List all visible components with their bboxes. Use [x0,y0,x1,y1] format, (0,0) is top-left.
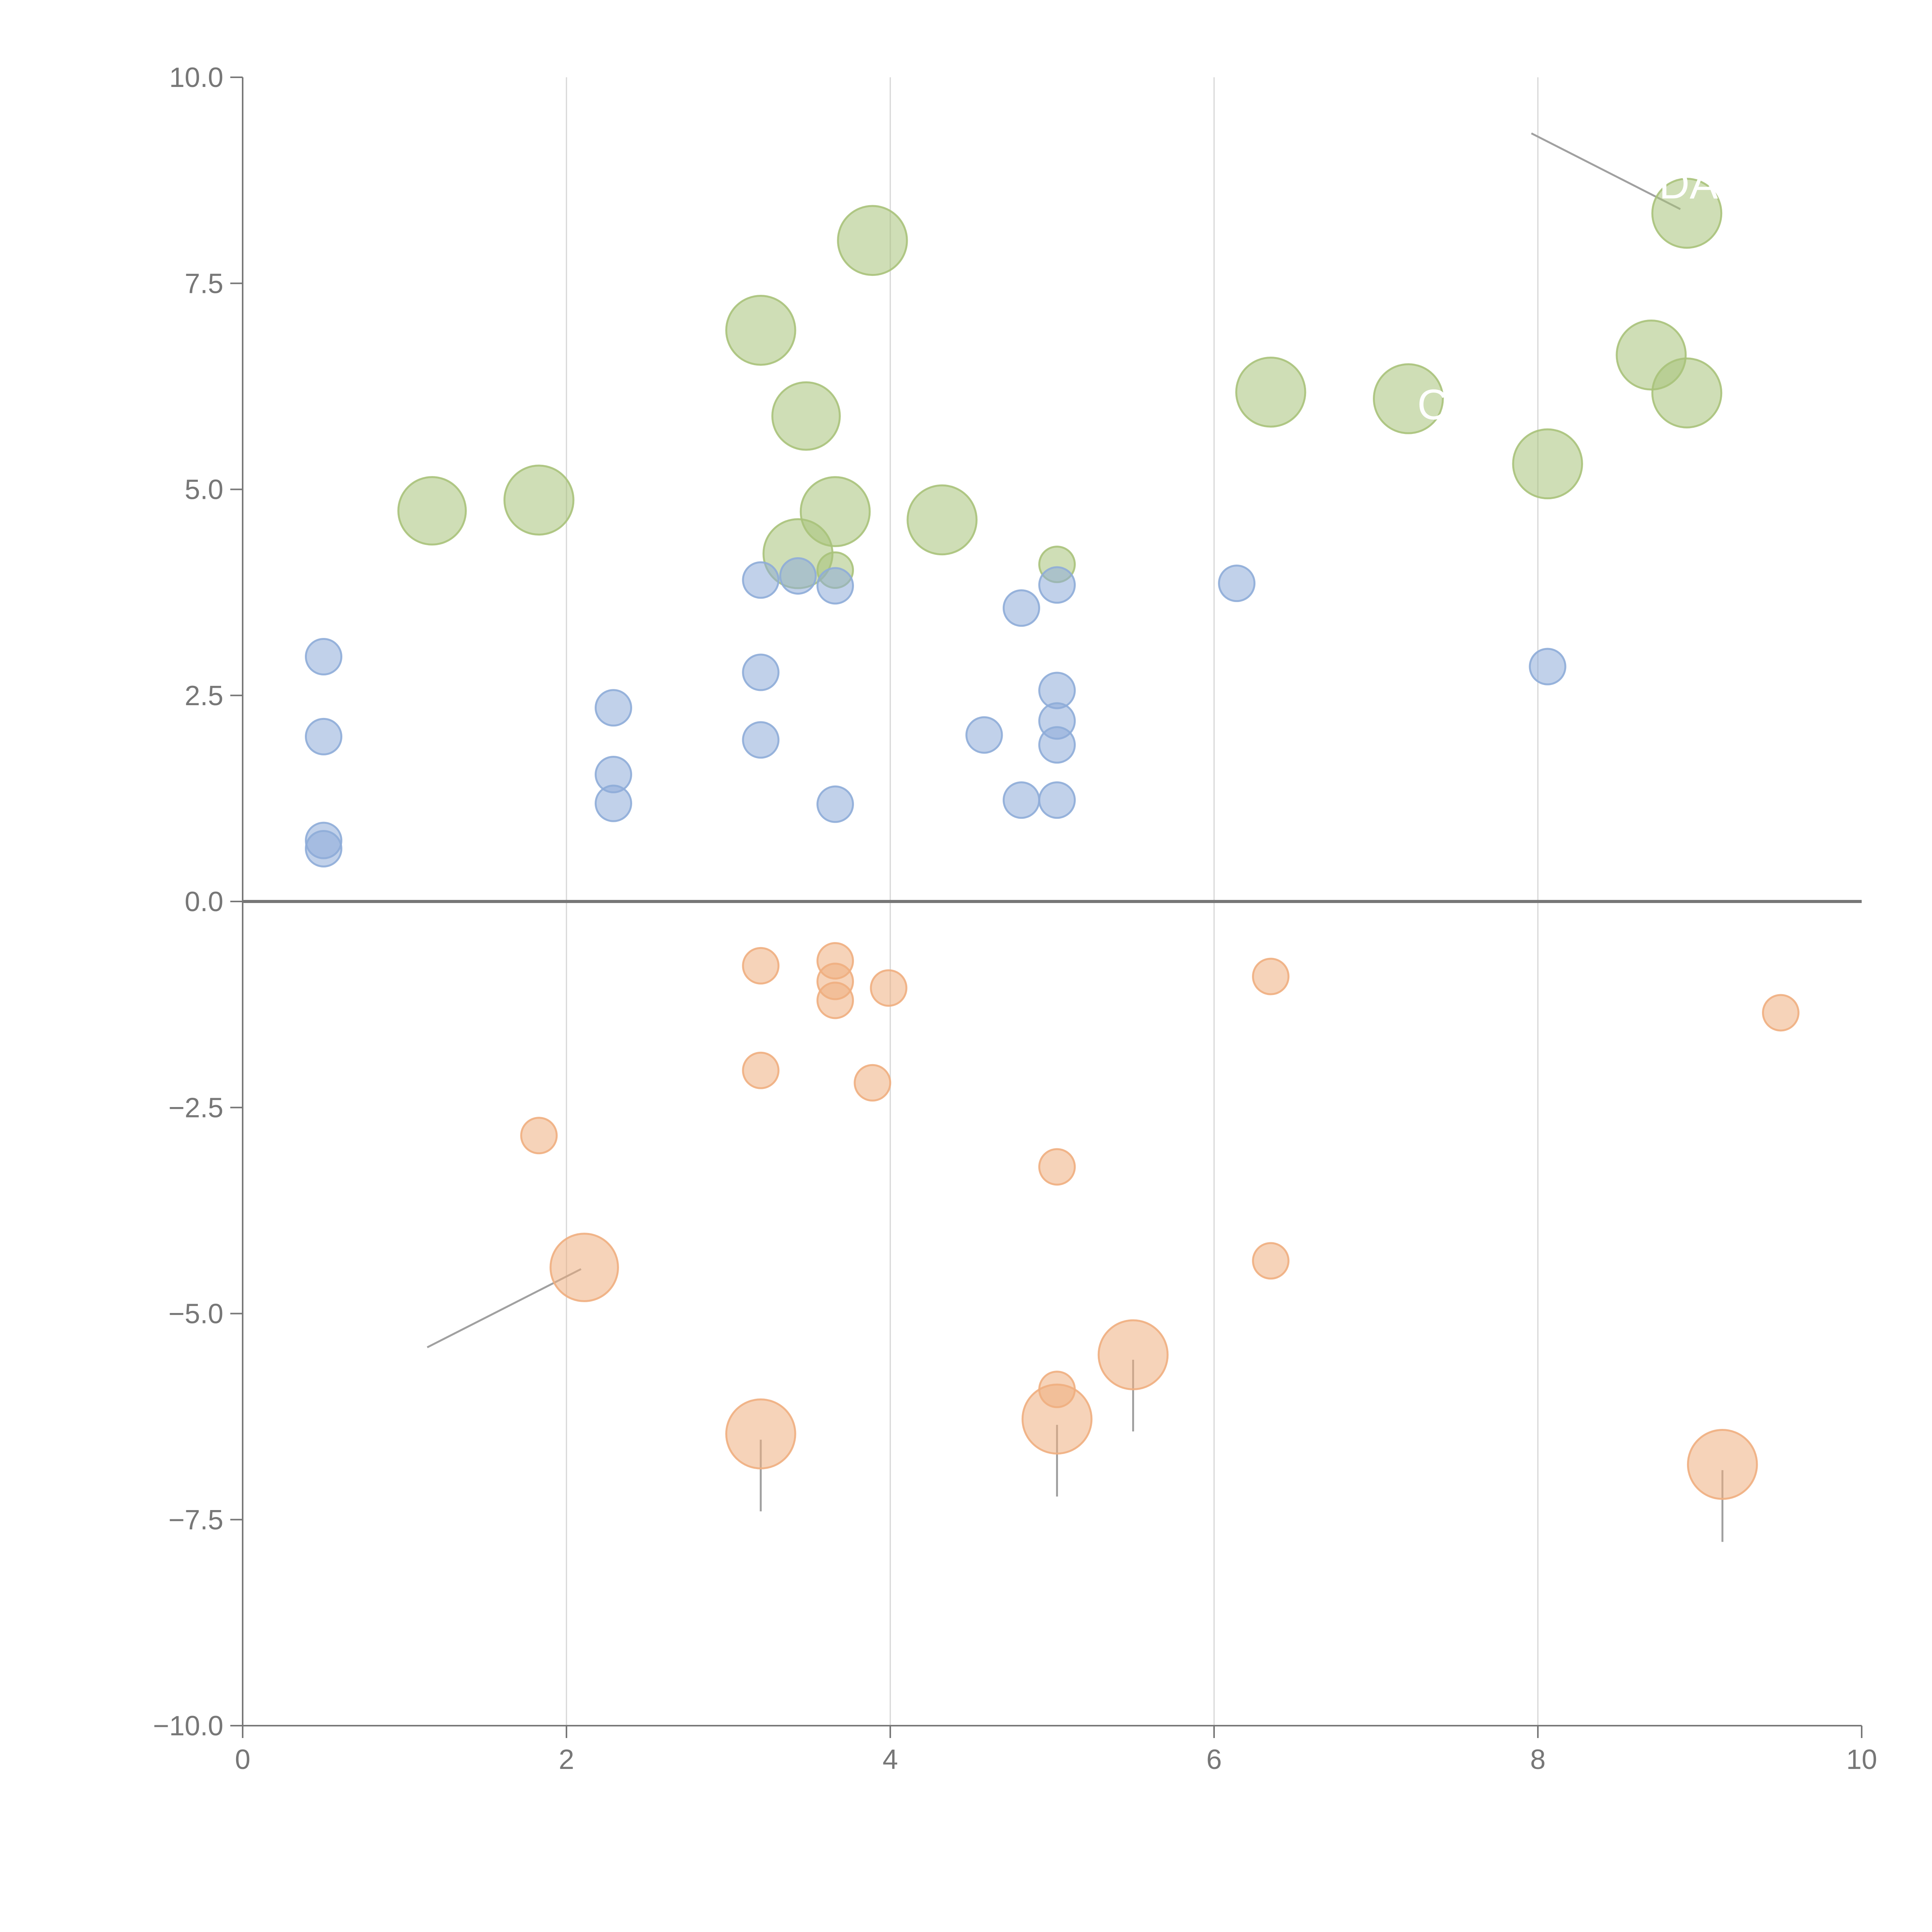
point-s1-22 [1529,648,1566,685]
point-s1-9 [742,721,780,759]
y-tick-label-1: −7.5 [168,1505,223,1536]
point-s2-8 [854,1064,891,1102]
y-tick-label-5: 2.5 [185,680,223,711]
data-points [305,178,1799,1500]
point-s1-0 [305,638,342,675]
point-s1-7 [742,561,780,599]
y-tick-label-8: 10.0 [169,62,223,93]
point-s0-15 [1651,178,1723,249]
point-s2-10 [1038,1148,1076,1186]
point-s1-15 [1002,781,1040,819]
point-s1-13 [965,716,1003,754]
point-s1-1 [305,718,342,755]
x-tick-label-0: 0 [235,1744,250,1775]
y-tick-label-2: −5.0 [168,1299,223,1330]
point-s2-13 [1097,1319,1169,1390]
point-s0-11 [1373,363,1444,434]
x-tick-label-1: 2 [559,1744,574,1775]
point-s2-16 [1687,1429,1758,1500]
point-s2-2 [742,947,780,985]
x-tick-label-3: 6 [1206,1744,1222,1775]
point-s0-0 [397,476,467,546]
point-s1-19 [1038,726,1076,764]
point-s1-3 [305,830,342,867]
x-tick-label-5: 10 [1846,1744,1877,1775]
point-s2-0 [520,1117,558,1155]
point-s2-9 [870,969,908,1007]
point-s1-11 [816,567,854,605]
x-tick-label-2: 4 [883,1744,898,1775]
point-s2-3 [742,1051,780,1089]
point-annotations: DA C I [1417,160,1718,431]
point-label-2: I [1535,384,1547,431]
point-s1-8 [742,653,780,691]
point-s2-4 [725,1398,796,1469]
y-tick-label-0: −10.0 [153,1711,223,1742]
point-s1-20 [1038,781,1076,819]
point-s2-7 [816,981,854,1019]
point-s0-8 [906,484,978,556]
point-s1-21 [1218,565,1256,602]
point-s1-10 [779,557,817,595]
point-s2-17 [1762,994,1799,1032]
y-tick-label-3: −2.5 [168,1092,223,1123]
point-s1-16 [1038,566,1076,604]
point-s0-2 [725,295,796,366]
point-s2-14 [1252,957,1290,995]
leader-lines [427,132,1724,1542]
point-s0-12 [1512,428,1583,500]
axes [230,77,1862,1738]
point-s0-10 [1235,357,1306,428]
point-label-0: DA [1659,160,1718,208]
point-label-1: C [1417,381,1448,429]
point-s2-1 [549,1233,619,1302]
point-s1-14 [1002,589,1040,627]
point-s0-4 [771,381,841,451]
y-tick-label-7: 7.5 [185,268,223,299]
point-s1-12 [816,785,854,823]
point-s0-5 [799,476,871,547]
tick-labels: 0 2 4 6 8 10 −10.0 −7.5 −5.0 −2.5 0.0 2.5 5.0 7.5 10.0 [153,62,1877,1775]
point-s2-15 [1252,1242,1290,1280]
x-tick-label-4: 8 [1530,1744,1546,1775]
point-s1-6 [595,784,633,822]
point-s1-4 [595,689,633,727]
y-tick-label-4: 0.0 [185,886,223,917]
point-s0-1 [503,464,575,536]
y-tick-label-6: 5.0 [185,474,223,505]
point-s2-12 [1021,1383,1093,1455]
point-s0-7 [837,205,908,276]
point-s0-14 [1651,357,1723,429]
leader-line-0 [1531,132,1681,210]
